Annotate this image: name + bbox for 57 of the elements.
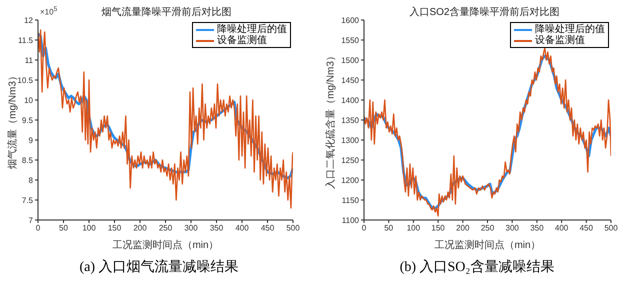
y-tick-label: 11.5 <box>18 36 34 45</box>
y-axis-title: 烟气流量（mg/Nm3） <box>6 71 19 169</box>
y-tick-label: 1100 <box>342 216 360 225</box>
text: (b) 入口SO₂含量减噪结果 <box>398 258 556 276</box>
chart-title: 烟气流量降噪平滑前后对比图 <box>102 7 232 18</box>
x-tick-label: 250 <box>480 224 495 233</box>
y-tick-label: 7 <box>28 216 34 225</box>
y-tick-label: 8 <box>28 176 34 185</box>
y-axis-title: 入口二氧化硫含量（mg/Nm3） <box>324 51 337 189</box>
x-tick-label: 450 <box>260 224 275 233</box>
y-tick-label: 1550 <box>341 36 360 45</box>
y-tick-label: 1200 <box>341 176 360 185</box>
x-axis-title: 工况监测时间点（min） <box>112 239 219 251</box>
y-tick-label: 1350 <box>341 116 360 125</box>
x-tick-label: 150 <box>108 224 122 233</box>
text: ×10$^{5}$ <box>40 6 58 17</box>
chart-title: 入口SO2含量降噪平滑前后对比图 <box>408 6 560 19</box>
x-tick-label: 400 <box>235 224 250 233</box>
x-tick-label: 450 <box>580 224 594 233</box>
y-tick-label: 9.5 <box>22 116 34 125</box>
x-tick-label: 350 <box>210 224 224 233</box>
y-tick-label: 1150 <box>342 196 360 205</box>
x-tick-label: 50 <box>59 224 68 233</box>
y-tick-label: 12 <box>24 16 34 25</box>
legend-label: 设备监测值 <box>535 35 585 46</box>
y-tick-label: 1250 <box>341 156 360 165</box>
y-tick-label: 10 <box>24 96 34 105</box>
x-axis-title: 工况监测时间点（min） <box>434 239 541 251</box>
x-tick-label: 150 <box>431 224 446 233</box>
x-tick-label: 500 <box>286 224 300 233</box>
y-tick-label: 1500 <box>341 56 360 65</box>
x-tick-label: 300 <box>506 224 520 233</box>
y-tick-label: 10.5 <box>17 76 34 85</box>
x-tick-label: 200 <box>456 224 470 233</box>
x-tick-label: 0 <box>362 224 367 233</box>
y-tick-label: 1400 <box>341 96 360 105</box>
x-tick-label: 350 <box>530 224 544 233</box>
x-tick-label: 250 <box>158 224 173 233</box>
y-tick-label: 9 <box>28 136 34 145</box>
y-tick-label: 8.5 <box>22 156 34 165</box>
y-tick-label: 11 <box>24 56 34 65</box>
x-tick-label: 50 <box>384 224 394 233</box>
x-tick-label: 500 <box>604 224 618 233</box>
y-tick-label: 1600 <box>341 16 360 25</box>
x-tick-label: 400 <box>554 224 569 233</box>
x-tick-label: 0 <box>36 224 41 233</box>
x-tick-label: 200 <box>133 224 148 233</box>
x-tick-label: 100 <box>82 224 96 233</box>
y-tick-label: 1450 <box>341 76 360 85</box>
text: (a) 入口烟气流量减噪结果 <box>78 258 240 276</box>
y-tick-label: 1300 <box>341 136 360 145</box>
x-tick-label: 100 <box>406 224 421 233</box>
legend-label: 设备监测值 <box>217 35 267 46</box>
x-tick-label: 300 <box>184 224 198 233</box>
legend-label: 降噪处理后的值 <box>535 24 605 35</box>
y-tick-label: 7.5 <box>22 196 34 205</box>
legend-label: 降噪处理后的值 <box>217 24 287 35</box>
